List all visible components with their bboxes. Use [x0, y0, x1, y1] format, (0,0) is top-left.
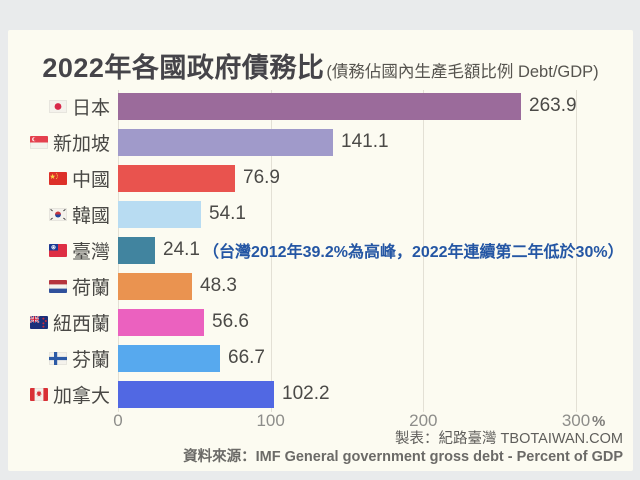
value-label: 48.3 — [200, 275, 237, 296]
flag-canada-icon — [29, 387, 48, 401]
debt-bar — [118, 128, 333, 156]
value-label: 102.2 — [282, 383, 330, 404]
country-label-cell: 加拿大 — [8, 381, 118, 408]
x-tick-200: 200 — [409, 411, 438, 430]
x-tick-100: 100 — [256, 411, 285, 430]
country-name: 新加坡 — [52, 133, 110, 155]
bar-row-finland: 芬蘭 66.7 — [8, 340, 633, 376]
debt-bar — [118, 236, 155, 264]
country-label-cell: 韓國 — [8, 201, 118, 228]
country-label-cell: 新加坡 — [8, 129, 118, 156]
debt-bar — [118, 92, 521, 120]
debt-bar — [118, 308, 204, 336]
debt-bar — [118, 200, 201, 228]
value-label: 54.1 — [209, 203, 246, 224]
country-name: 紐西蘭 — [52, 313, 110, 335]
country-label-cell: 紐西蘭 — [8, 309, 118, 336]
value-label: 263.9 — [529, 95, 577, 116]
credit-line: 製表：紀路臺灣 TBOTAIWAN.COM — [395, 431, 623, 447]
flag-china-icon — [48, 171, 67, 185]
x-tick-0: 0 — [113, 411, 123, 430]
chart-title: 2022年各國政府債務比 (債務佔國內生產毛額比例 Debt/GDP) — [8, 30, 633, 85]
country-label-cell: 臺灣 — [8, 237, 118, 264]
chart-title-main: 2022年各國政府債務比 — [42, 53, 325, 83]
bar-row-japan: 日本 263.9 — [8, 88, 633, 124]
country-label-cell: 荷蘭 — [8, 273, 118, 300]
country-name: 加拿大 — [52, 385, 110, 407]
bar-chart: 日本 263.9 新加坡 141.1 中國 76.9 韓國 54.1 臺灣 24.1 （台灣2012… — [8, 88, 633, 412]
bar-row-taiwan: 臺灣 24.1 （台灣2012年39.2%為高峰，2022年連續第二年低於30%） — [8, 232, 633, 268]
bar-row-canada: 加拿大 102.2 — [8, 376, 633, 412]
value-label: 24.1 — [163, 239, 200, 260]
x-axis-unit-label: % — [592, 413, 606, 430]
country-name: 芬蘭 — [71, 349, 110, 371]
value-label: 76.9 — [243, 167, 280, 188]
value-label: 141.1 — [341, 131, 389, 152]
bar-row-new-zealand: 紐西蘭 56.6 — [8, 304, 633, 340]
flag-taiwan-icon — [48, 243, 67, 257]
x-tick-300: 300 — [561, 411, 591, 430]
debt-bar — [118, 164, 235, 192]
flag-netherlands-icon — [48, 279, 67, 293]
debt-bar — [118, 380, 274, 408]
x-axis-ticks: 0 100 200 300% — [8, 411, 633, 433]
flag-japan-icon — [48, 99, 67, 113]
flag-new-zealand-icon — [29, 315, 48, 329]
value-label: 66.7 — [228, 347, 265, 368]
infographic-card: 2022年各國政府債務比 (債務佔國內生產毛額比例 Debt/GDP) 日本 263… — [8, 30, 633, 471]
debt-bar — [118, 272, 192, 300]
flag-south-korea-icon — [48, 207, 67, 221]
gridline-100 — [270, 90, 272, 412]
country-name: 臺灣 — [71, 241, 110, 263]
flag-finland-icon — [48, 351, 67, 365]
source-line: 資料來源：IMF General government gross debt -… — [183, 449, 623, 465]
country-label-cell: 日本 — [8, 93, 118, 120]
taiwan-annotation: （台灣2012年39.2%為高峰，2022年連續第二年低於30%） — [202, 244, 624, 261]
country-name: 中國 — [71, 169, 110, 191]
debt-bar — [118, 344, 220, 372]
country-name: 韓國 — [71, 205, 110, 227]
bar-row-netherlands: 荷蘭 48.3 — [8, 268, 633, 304]
chart-footer: 製表：紀路臺灣 TBOTAIWAN.COM 資料來源：IMF General g… — [183, 430, 623, 466]
bar-row-china: 中國 76.9 — [8, 160, 633, 196]
gridline-300 — [576, 90, 577, 412]
country-name: 日本 — [71, 97, 110, 119]
flag-singapore-icon — [29, 135, 48, 149]
country-name: 荷蘭 — [71, 277, 110, 299]
gridline-200 — [423, 90, 425, 412]
country-label-cell: 芬蘭 — [8, 345, 118, 372]
bar-row-south-korea: 韓國 54.1 — [8, 196, 633, 232]
country-label-cell: 中國 — [8, 165, 118, 192]
value-label: 56.6 — [212, 311, 249, 332]
chart-title-sub: (債務佔國內生產毛額比例 Debt/GDP) — [326, 63, 599, 81]
bar-row-singapore: 新加坡 141.1 — [8, 124, 633, 160]
